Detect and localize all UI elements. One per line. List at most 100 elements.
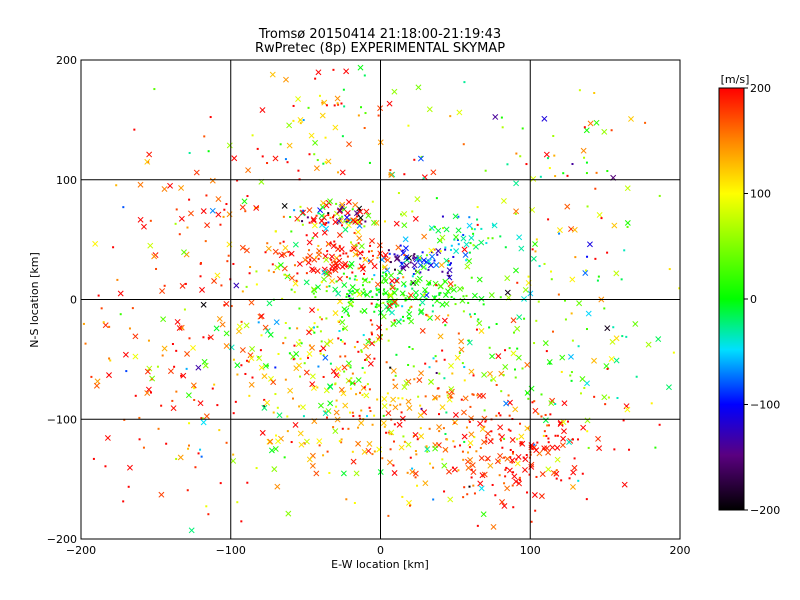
data-point-dot <box>414 476 417 479</box>
data-point-dot <box>308 249 311 252</box>
data-point-x <box>361 448 368 455</box>
data-point-x <box>387 293 394 300</box>
data-point-dot <box>393 287 396 290</box>
data-point-dot <box>473 492 476 495</box>
data-point-dot <box>463 379 466 382</box>
data-point-dot <box>435 360 438 363</box>
data-point-dot <box>351 450 354 453</box>
data-point-dot <box>495 383 498 386</box>
data-point-dot <box>308 221 311 224</box>
data-point-x <box>335 246 342 252</box>
data-point-dot <box>613 448 616 451</box>
data-point-dot <box>232 412 235 415</box>
data-point-dot <box>369 244 372 247</box>
data-point-dot <box>504 475 507 478</box>
data-point-dot <box>467 301 470 304</box>
data-point-x <box>390 367 397 374</box>
data-point-dot <box>341 135 344 138</box>
data-point-x <box>303 438 310 445</box>
data-point-x <box>490 376 497 382</box>
data-point-x <box>289 275 295 282</box>
data-point-dot <box>443 490 446 493</box>
colorbar-tick-label: 200 <box>750 82 771 95</box>
data-point-dot <box>368 388 371 391</box>
data-point-x <box>145 386 152 393</box>
data-point-x <box>621 481 628 488</box>
data-point-x <box>190 382 197 389</box>
data-point-dot <box>397 397 400 400</box>
data-point-dot <box>334 266 337 269</box>
data-point-dot <box>550 270 553 273</box>
data-point-dot <box>490 430 493 433</box>
data-point-x <box>188 527 195 534</box>
data-point-dot <box>562 172 565 175</box>
data-point-dot <box>499 296 502 299</box>
data-point-x <box>181 249 187 256</box>
data-point-dot <box>447 259 450 262</box>
data-point-x <box>398 444 405 451</box>
data-point-x <box>628 116 634 122</box>
data-point-dot <box>678 287 681 290</box>
data-point-x <box>266 300 273 307</box>
data-point-dot <box>445 411 448 414</box>
data-point-dot <box>500 116 503 119</box>
data-point-dot <box>369 319 372 322</box>
data-point-dot <box>338 330 341 333</box>
data-point-dot <box>175 457 178 460</box>
data-point-dot <box>658 423 661 426</box>
data-point-x <box>271 466 278 473</box>
data-point-x <box>478 295 485 302</box>
data-point-dot <box>367 259 370 262</box>
data-point-dot <box>341 340 344 343</box>
x-tick-label: −200 <box>66 544 96 557</box>
data-point-dot <box>439 250 442 253</box>
data-point-dot <box>583 156 586 159</box>
data-point-dot <box>476 223 479 226</box>
data-point-x <box>297 116 304 123</box>
data-point-dot <box>407 363 410 366</box>
data-point-dot <box>612 326 615 329</box>
data-point-dot <box>484 420 487 423</box>
data-point-dot <box>390 433 393 436</box>
data-point-dot <box>324 223 327 226</box>
data-point-dot <box>127 485 130 488</box>
data-point-x <box>340 390 347 397</box>
data-point-dot <box>566 174 569 177</box>
data-point-dot <box>441 458 444 461</box>
data-point-x <box>560 435 567 442</box>
data-point-dot <box>293 209 296 212</box>
data-point-dot <box>340 441 343 444</box>
data-point-dot <box>389 366 392 369</box>
data-point-x <box>571 464 578 471</box>
data-point-dot <box>213 383 216 386</box>
data-point-x <box>363 343 369 350</box>
data-point-dot <box>355 212 358 215</box>
data-point-x <box>264 328 271 334</box>
data-point-dot <box>392 464 395 467</box>
data-point-dot <box>387 514 390 517</box>
data-point-dot <box>429 282 432 285</box>
data-point-x <box>554 456 561 463</box>
data-point-dot <box>560 479 563 482</box>
data-point-x <box>322 410 329 417</box>
data-point-x <box>310 216 317 223</box>
data-point-x <box>265 245 272 252</box>
data-point-x <box>332 124 339 131</box>
data-point-x <box>258 313 265 320</box>
data-point-dot <box>467 339 470 342</box>
data-point-dot <box>335 280 338 283</box>
data-point-x <box>262 324 269 331</box>
data-point-dot <box>440 239 443 242</box>
data-point-dot <box>284 321 287 324</box>
data-point-x <box>335 217 342 224</box>
data-point-dot <box>473 312 476 315</box>
data-point-x <box>309 373 316 380</box>
data-point-dot <box>438 292 441 295</box>
data-point-dot <box>247 360 250 363</box>
data-point-dot <box>424 290 427 293</box>
data-point-x <box>421 233 428 240</box>
data-point-dot <box>186 226 189 229</box>
data-point-x <box>228 344 235 351</box>
data-point-dot <box>205 505 208 508</box>
data-point-x <box>456 109 463 116</box>
